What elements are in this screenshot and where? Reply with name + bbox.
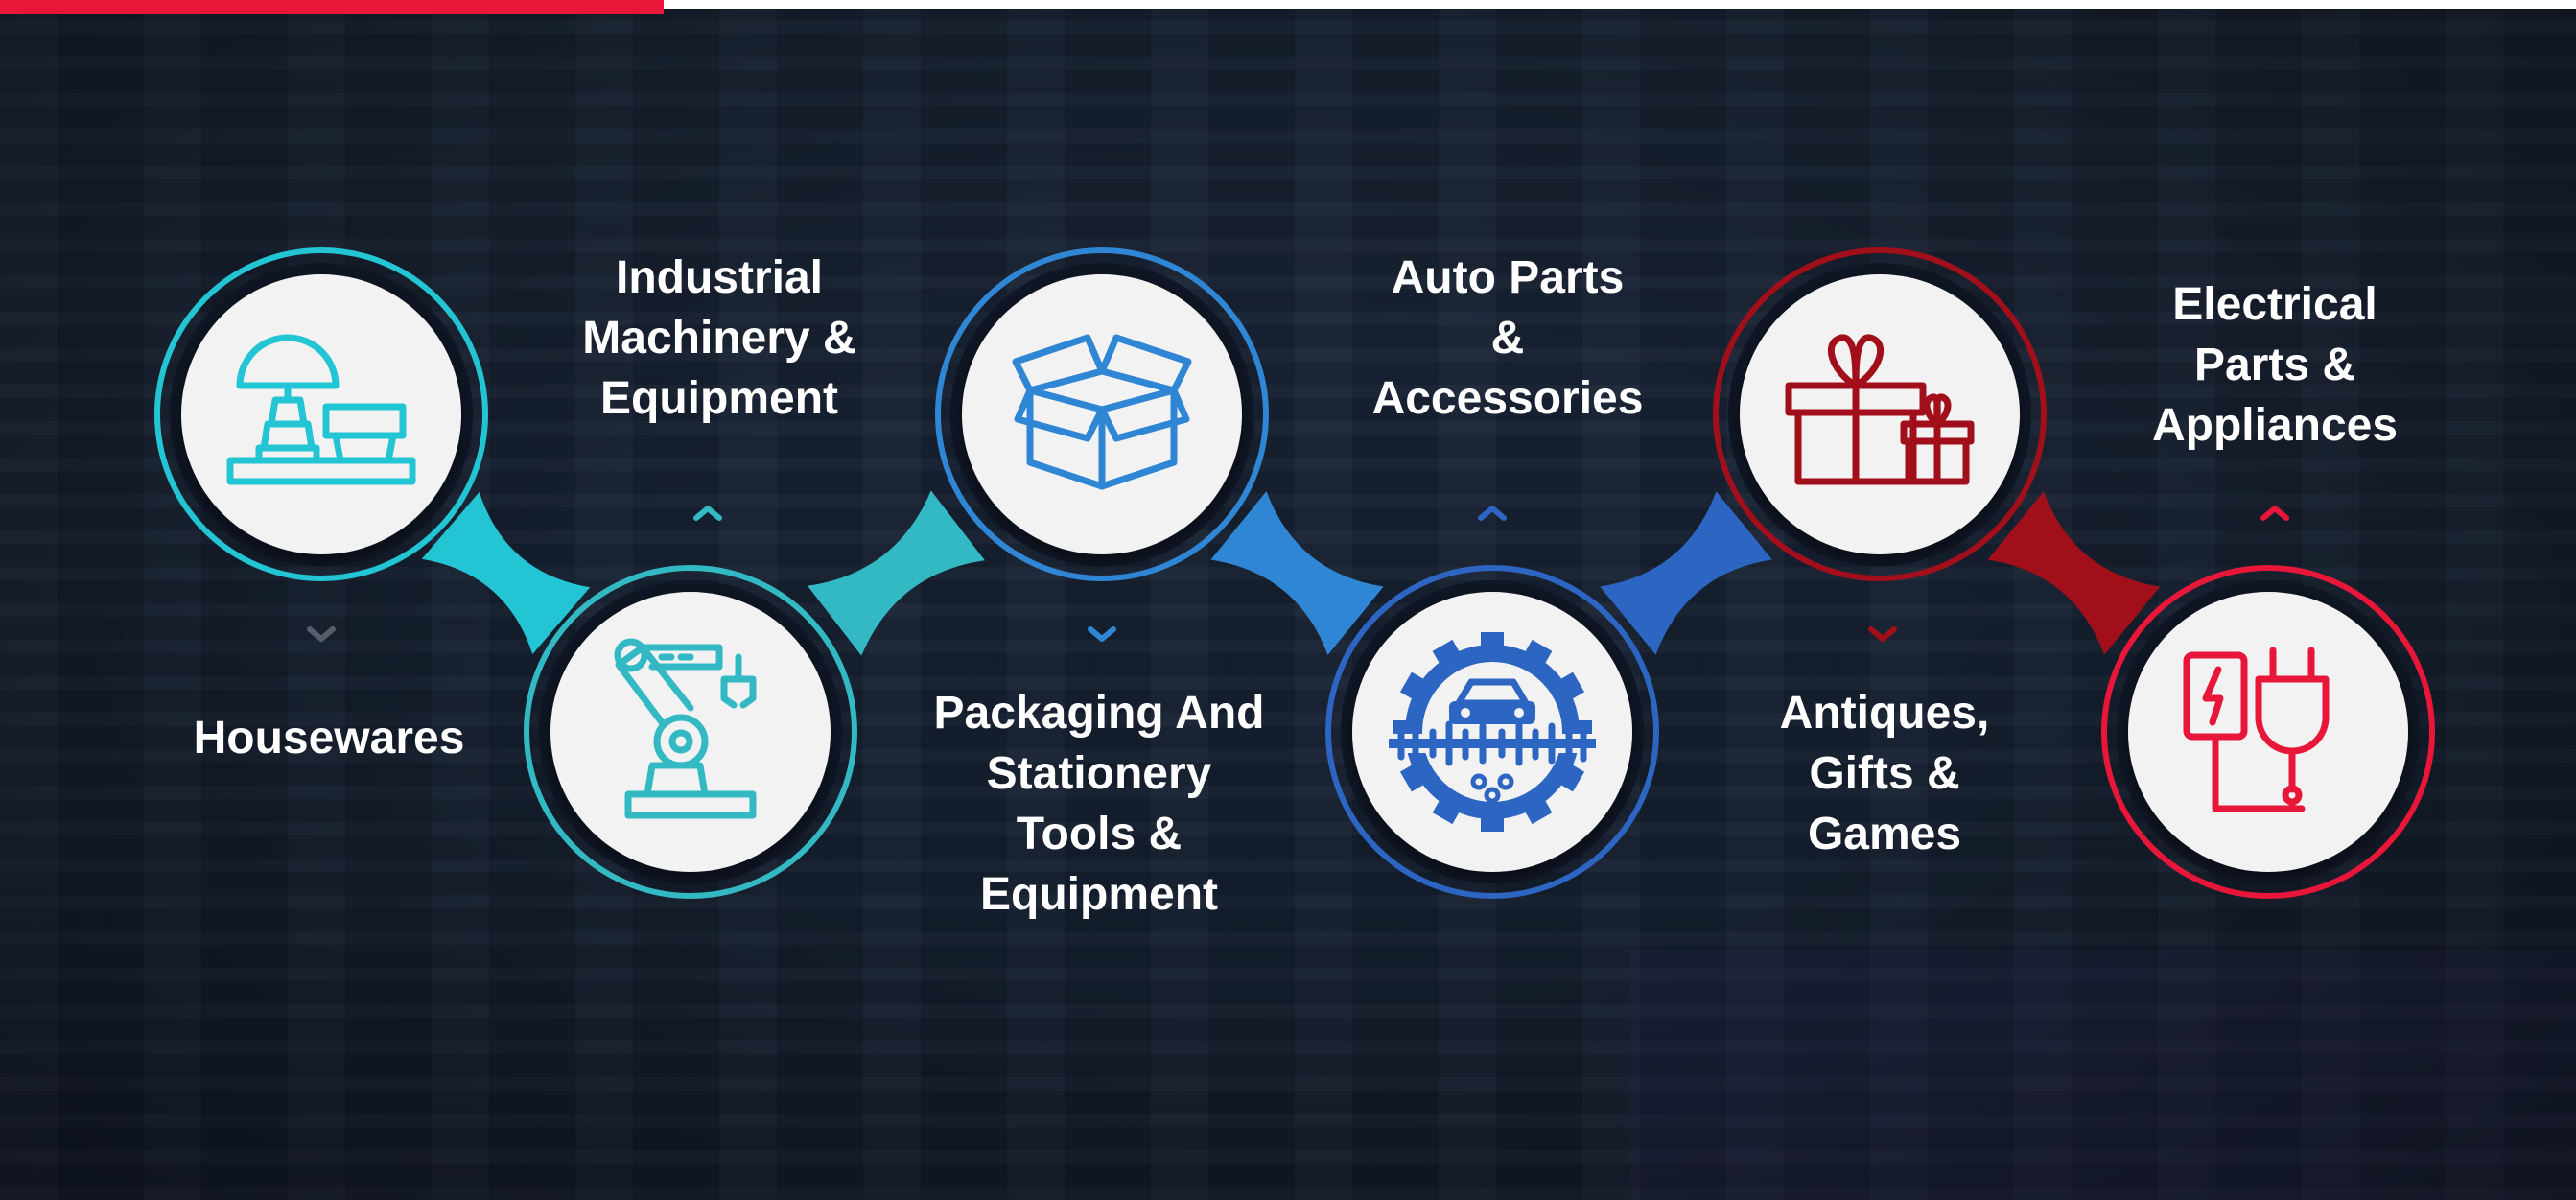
label-line: Antiques, [1779, 688, 1990, 739]
label-housewares: Housewares [118, 708, 540, 768]
label-antiques: Antiques, Gifts & Games [1674, 683, 2096, 864]
label-line: Appliances [2151, 400, 2399, 451]
label-line: Equipment [600, 373, 838, 424]
label-line: Industrial [615, 252, 824, 303]
node-antiques [1713, 247, 2047, 581]
node-industrial [524, 565, 857, 899]
lamp-and-dishes-icon [226, 334, 416, 485]
node-face [181, 274, 461, 554]
node-ring [1325, 565, 1659, 899]
chevron-up-icon [1478, 506, 1507, 521]
label-line: Housewares [193, 713, 465, 764]
label-autoparts: Auto Parts & Accessories [1297, 247, 1719, 429]
chevron-down-icon [1088, 626, 1116, 642]
open-box-icon [1012, 334, 1192, 490]
node-electrical [2101, 565, 2435, 899]
chevron-up-icon [693, 506, 722, 521]
connector-0 [421, 491, 591, 655]
connector-group [421, 490, 2161, 656]
car-gear-icon [1389, 632, 1596, 832]
node-ring [154, 247, 488, 581]
label-line: Electrical [2172, 279, 2377, 330]
label-packaging: Packaging And Stationery Tools & Equipment [888, 683, 1310, 925]
node-ring [935, 247, 1269, 581]
label-line: Accessories [1371, 373, 1644, 424]
chevron-down-icon [1868, 626, 1897, 642]
connector-3 [1600, 491, 1772, 655]
label-line: Parts & [2193, 340, 2356, 390]
label-electrical: Electrical Parts & Appliances [2064, 274, 2486, 456]
robot-arm-icon [614, 638, 757, 819]
connector-1 [808, 490, 985, 656]
label-line: Tools & [1016, 809, 1183, 859]
label-line: & [1490, 313, 1525, 364]
chevron-up-icon [2260, 506, 2289, 521]
gift-boxes-icon [1785, 334, 1975, 485]
label-line: Machinery & [582, 313, 856, 364]
chevron-group [307, 506, 2289, 642]
node-housewares [154, 247, 488, 581]
node-ring [2101, 565, 2435, 899]
label-line: Packaging And [933, 688, 1265, 739]
label-line: Games [1807, 809, 1962, 859]
label-industrial: Industrial Machinery & Equipment [508, 247, 930, 429]
label-line: Auto Parts [1391, 252, 1625, 303]
label-line: Stationery [986, 748, 1212, 799]
connector-2 [1210, 491, 1384, 655]
node-ring [524, 565, 857, 899]
label-line: Equipment [980, 869, 1218, 920]
background-shade [1630, 950, 2576, 1200]
charger-plug-icon [2183, 647, 2330, 812]
node-face [2128, 592, 2408, 872]
node-packaging [935, 247, 1269, 581]
label-line: Gifts & [1809, 748, 1960, 799]
node-group [154, 247, 2435, 899]
chevron-down-icon [307, 626, 336, 642]
connector-4 [1987, 491, 2161, 655]
node-autoparts [1325, 565, 1659, 899]
top-white-line [0, 0, 2576, 9]
node-ring [1713, 247, 2047, 581]
node-face [550, 592, 831, 872]
top-accent-bar [0, 0, 664, 14]
